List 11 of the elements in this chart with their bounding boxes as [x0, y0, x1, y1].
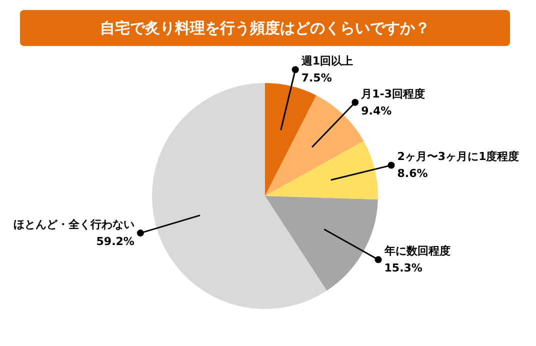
- slice-label: ほとんど・全く行わない: [13, 218, 134, 231]
- data-label: 7.5%: [301, 72, 332, 84]
- slice-label: 月1-3回程度: [360, 87, 426, 100]
- data-label: 15.3%: [384, 262, 422, 275]
- chart-title: 自宅で炙り料理を行う頻度はどのくらいですか？: [20, 10, 510, 46]
- data-label: 9.4%: [361, 104, 392, 118]
- data-label: 59.2%: [96, 234, 134, 248]
- slice-label: 年に数回程度: [383, 244, 450, 258]
- data-label: 8.6%: [397, 167, 428, 180]
- slice-label: 週1回以上: [300, 54, 353, 68]
- slice-label: 2ヶ月〜3ヶ月に1度程度: [397, 150, 520, 164]
